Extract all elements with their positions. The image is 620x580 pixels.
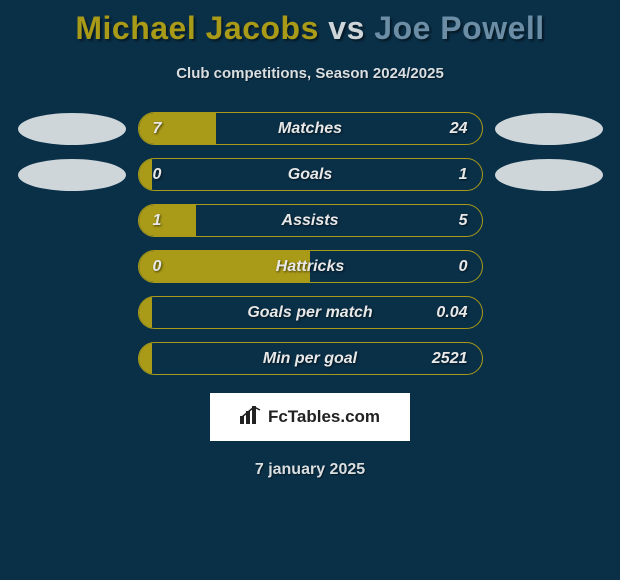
stat-bar-fill <box>139 205 196 236</box>
stat-value-left: 1 <box>153 212 162 230</box>
stat-label: Assists <box>282 212 339 230</box>
stat-value-left: 7 <box>153 120 162 138</box>
stat-bar-fill <box>139 297 153 328</box>
stat-value-right: 2521 <box>432 350 468 368</box>
stat-row: 7 Matches 24 <box>10 112 610 145</box>
stat-bar: 0 Hattricks 0 <box>138 250 483 283</box>
comparison-title: Michael Jacobs vs Joe Powell <box>0 0 620 47</box>
footer-logo-text: FcTables.com <box>268 407 380 427</box>
player2-badge <box>495 159 603 191</box>
stat-bar: 7 Matches 24 <box>138 112 483 145</box>
stat-row: 1 Assists 5 <box>10 204 610 237</box>
stat-value-right: 24 <box>450 120 468 138</box>
stat-label: Matches <box>278 120 342 138</box>
stat-bar-fill <box>139 343 153 374</box>
stat-value-left: 0 <box>153 258 162 276</box>
stat-bar-fill <box>139 113 217 144</box>
vs-text: vs <box>328 10 365 46</box>
player1-badge <box>18 159 126 191</box>
footer-badge: FcTables.com <box>210 393 410 441</box>
stat-bar: 0 Goals 1 <box>138 158 483 191</box>
stat-row: Goals per match 0.04 <box>10 296 610 329</box>
stat-label: Min per goal <box>263 350 357 368</box>
stat-value-left: 0 <box>153 166 162 184</box>
stat-value-right: 0.04 <box>436 304 467 322</box>
stat-label: Goals per match <box>247 304 372 322</box>
player1-name: Michael Jacobs <box>75 10 319 46</box>
stat-bar: 1 Assists 5 <box>138 204 483 237</box>
stat-bar-fill <box>139 159 153 190</box>
player1-badge <box>18 113 126 145</box>
stat-row: 0 Hattricks 0 <box>10 250 610 283</box>
stat-value-right: 1 <box>459 166 468 184</box>
stat-value-right: 0 <box>459 258 468 276</box>
stat-label: Goals <box>288 166 332 184</box>
subtitle: Club competitions, Season 2024/2025 <box>0 65 620 82</box>
stat-value-right: 5 <box>459 212 468 230</box>
stat-bar: Min per goal 2521 <box>138 342 483 375</box>
stats-container: 7 Matches 24 0 Goals 1 1 Assists 5 0 Hattricks 0 Goa… <box>0 112 620 375</box>
fctables-icon <box>240 406 262 429</box>
stat-row: 0 Goals 1 <box>10 158 610 191</box>
player2-name: Joe Powell <box>374 10 544 46</box>
footer-date: 7 january 2025 <box>0 461 620 479</box>
stat-row: Min per goal 2521 <box>10 342 610 375</box>
stat-label: Hattricks <box>276 258 344 276</box>
stat-bar: Goals per match 0.04 <box>138 296 483 329</box>
player2-badge <box>495 113 603 145</box>
